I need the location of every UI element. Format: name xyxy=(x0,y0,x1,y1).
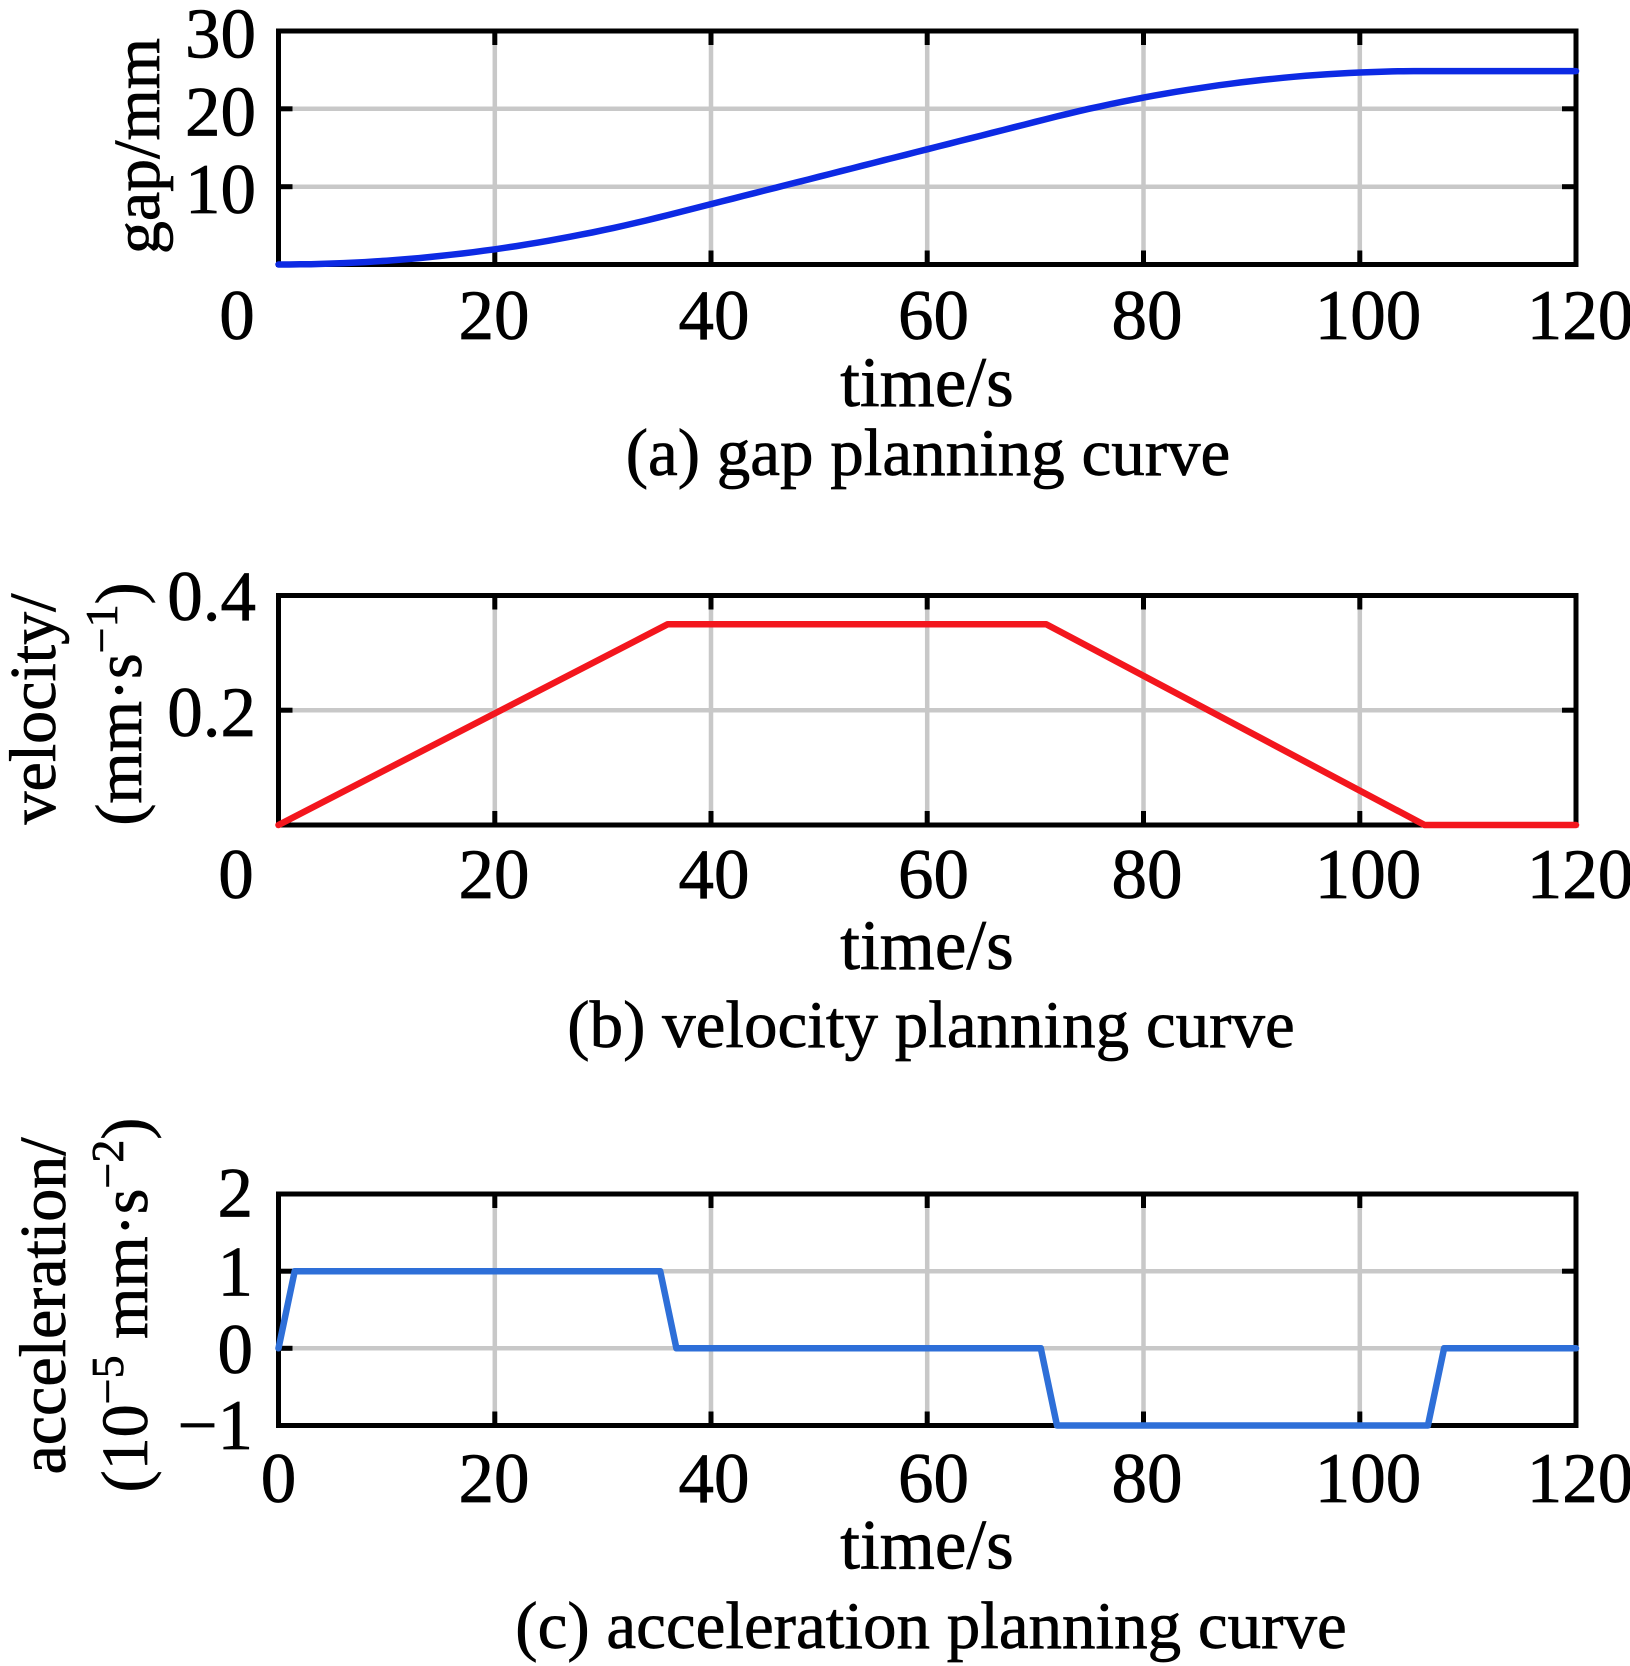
svg-text:acceleration/: acceleration/ xyxy=(7,1137,80,1475)
svg-text:0: 0 xyxy=(261,1440,297,1518)
svg-text:gap/mm: gap/mm xyxy=(101,38,174,254)
svg-text:(mm·s−1): (mm·s−1) xyxy=(76,582,156,825)
svg-text:2: 2 xyxy=(218,1155,254,1233)
svg-text:60: 60 xyxy=(898,1440,969,1518)
svg-text:(b) velocity planning curve: (b) velocity planning curve xyxy=(567,988,1294,1062)
svg-text:40: 40 xyxy=(679,1440,750,1518)
svg-text:20: 20 xyxy=(459,277,530,355)
svg-text:0: 0 xyxy=(218,1311,254,1389)
svg-text:60: 60 xyxy=(898,836,969,914)
svg-text:120: 120 xyxy=(1527,836,1630,914)
svg-text:1: 1 xyxy=(218,1234,254,1312)
svg-text:0.2: 0.2 xyxy=(167,674,256,752)
svg-text:time/s: time/s xyxy=(840,344,1014,422)
svg-text:80: 80 xyxy=(1112,277,1183,355)
svg-text:time/s: time/s xyxy=(840,1507,1014,1585)
svg-text:10: 10 xyxy=(185,151,256,229)
svg-text:time/s: time/s xyxy=(840,907,1014,985)
svg-text:20: 20 xyxy=(459,836,530,914)
svg-text:(a) gap planning curve: (a) gap planning curve xyxy=(626,416,1231,490)
svg-text:30: 30 xyxy=(185,0,256,74)
svg-text:(10−5 mm·s−2): (10−5 mm·s−2) xyxy=(82,1118,162,1493)
svg-text:80: 80 xyxy=(1112,1440,1183,1518)
svg-text:20: 20 xyxy=(185,73,256,151)
svg-text:120: 120 xyxy=(1527,277,1630,355)
svg-text:40: 40 xyxy=(679,277,750,355)
svg-text:80: 80 xyxy=(1112,836,1183,914)
svg-text:0.4: 0.4 xyxy=(167,558,256,636)
svg-text:100: 100 xyxy=(1315,277,1422,355)
svg-text:100: 100 xyxy=(1315,836,1422,914)
svg-text:20: 20 xyxy=(459,1440,530,1518)
svg-text:−1: −1 xyxy=(177,1387,253,1465)
svg-text:100: 100 xyxy=(1315,1440,1422,1518)
svg-text:0: 0 xyxy=(218,836,254,914)
svg-text:40: 40 xyxy=(679,836,750,914)
svg-text:120: 120 xyxy=(1527,1440,1630,1518)
svg-text:0: 0 xyxy=(219,277,255,355)
svg-text:velocity/: velocity/ xyxy=(0,593,70,825)
svg-text:60: 60 xyxy=(898,277,969,355)
svg-text:(c) acceleration planning curv: (c) acceleration planning curve xyxy=(515,1589,1346,1663)
